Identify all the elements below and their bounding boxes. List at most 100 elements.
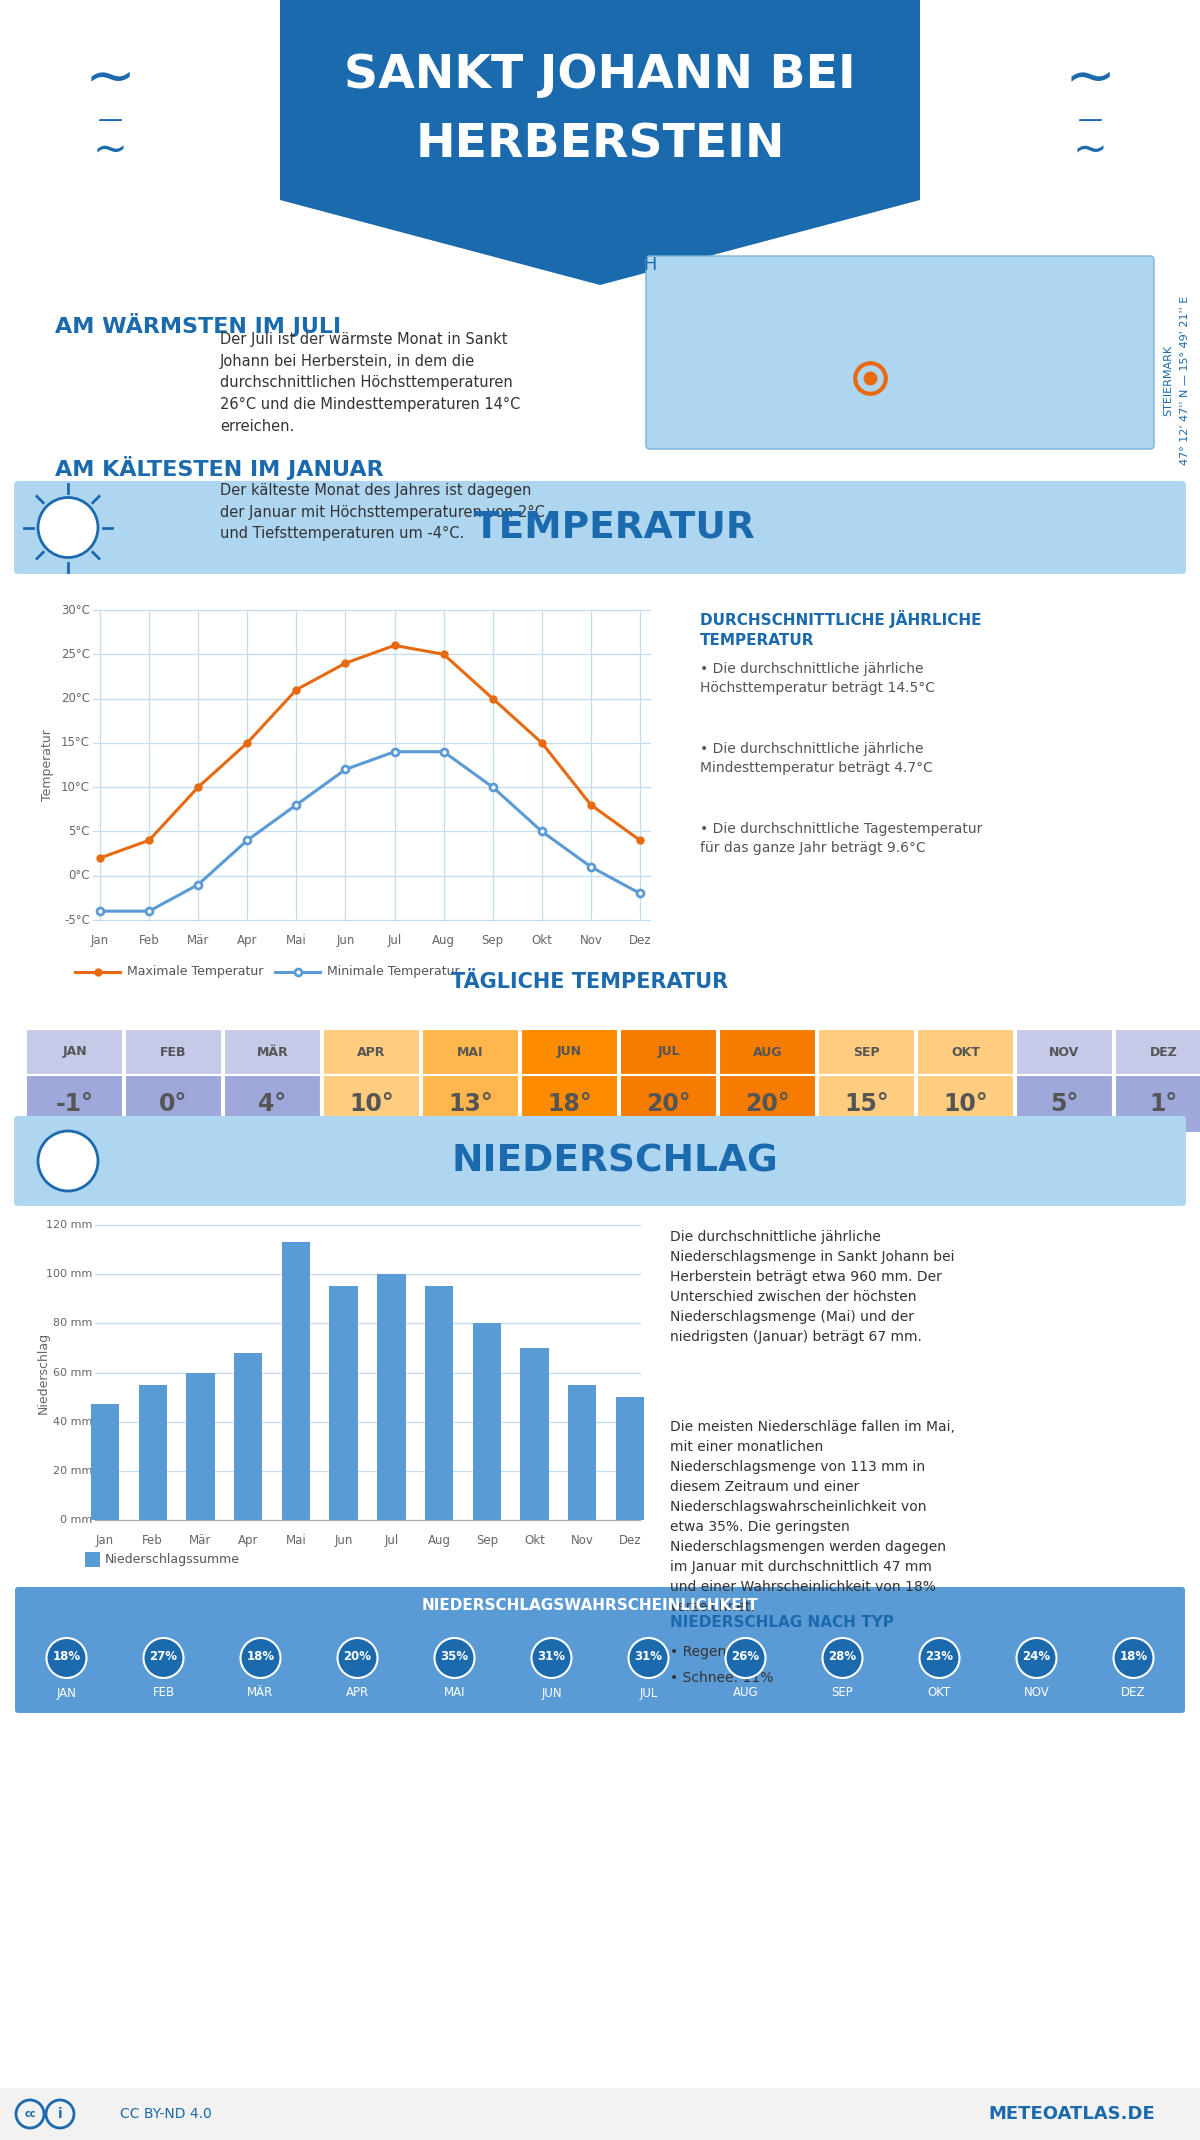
Text: 0 mm: 0 mm (60, 1515, 92, 1526)
Text: 18%: 18% (246, 1650, 275, 1663)
Text: 47° 12' 47'' N — 15° 49' 21'' E: 47° 12' 47'' N — 15° 49' 21'' E (1180, 295, 1190, 464)
Text: 5°C: 5°C (68, 824, 90, 839)
Bar (1016, 1029, 1114, 1074)
Text: DURCHSCHNITTLICHE JÄHRLICHE
TEMPERATUR: DURCHSCHNITTLICHE JÄHRLICHE TEMPERATUR (700, 610, 982, 648)
Bar (425, 1286, 454, 1519)
Text: 4°: 4° (258, 1091, 287, 1115)
Text: CC BY-ND 4.0: CC BY-ND 4.0 (120, 2108, 211, 2121)
Bar (91, 1404, 119, 1519)
Bar (521, 1348, 548, 1519)
Text: 20°: 20° (646, 1091, 691, 1115)
Text: SEP: SEP (832, 1686, 853, 1699)
Text: 1°: 1° (1150, 1091, 1177, 1115)
Circle shape (38, 1132, 98, 1192)
Text: DEZ: DEZ (1150, 1046, 1177, 1059)
Text: 20 mm: 20 mm (53, 1466, 92, 1477)
Bar (224, 1029, 322, 1074)
Bar (323, 1029, 420, 1074)
FancyBboxPatch shape (14, 482, 1186, 574)
Bar (138, 1385, 167, 1519)
Circle shape (47, 1637, 86, 1678)
Text: 0°: 0° (160, 1091, 187, 1115)
Bar (917, 1074, 1014, 1132)
Text: Der Juli ist der wärmste Monat in Sankt
Johann bei Herberstein, in dem die
durch: Der Juli ist der wärmste Monat in Sankt … (220, 332, 521, 434)
Bar (1115, 1029, 1200, 1074)
Text: AM WÄRMSTEN IM JULI: AM WÄRMSTEN IM JULI (55, 312, 341, 336)
Text: Temperatur: Temperatur (41, 730, 54, 800)
Text: 10°: 10° (943, 1091, 988, 1115)
Bar (620, 1029, 718, 1074)
Text: Minimale Temperatur: Minimale Temperatur (326, 965, 460, 978)
Circle shape (532, 1637, 571, 1678)
Text: ~: ~ (1073, 128, 1108, 171)
Bar (26, 1029, 124, 1074)
Text: Jun: Jun (335, 1534, 353, 1547)
Circle shape (822, 1637, 863, 1678)
Text: 28%: 28% (828, 1650, 857, 1663)
Text: 31%: 31% (538, 1650, 565, 1663)
Text: Nov: Nov (580, 933, 602, 948)
Text: Aug: Aug (427, 1534, 450, 1547)
Text: Sep: Sep (481, 933, 504, 948)
Bar (917, 1029, 1014, 1074)
Text: • Die durchschnittliche jährliche
Mindesttemperatur beträgt 4.7°C: • Die durchschnittliche jährliche Mindes… (700, 743, 932, 775)
Text: 40 mm: 40 mm (53, 1417, 92, 1427)
Text: 31%: 31% (635, 1650, 662, 1663)
Text: JUL: JUL (640, 1686, 658, 1699)
Text: Niederschlagssumme: Niederschlagssumme (106, 1554, 240, 1566)
Text: MÄR: MÄR (257, 1046, 288, 1059)
Text: Okt: Okt (532, 933, 552, 948)
Text: AM KÄLTESTEN IM JANUAR: AM KÄLTESTEN IM JANUAR (55, 456, 384, 479)
Text: 0°C: 0°C (68, 869, 90, 882)
Bar (568, 1385, 596, 1519)
Text: cc: cc (24, 2110, 36, 2119)
Text: 23%: 23% (925, 1650, 954, 1663)
Text: AUG: AUG (733, 1686, 758, 1699)
Bar (125, 1074, 222, 1132)
Bar (1016, 1074, 1114, 1132)
Bar (282, 1241, 310, 1519)
Bar (330, 1286, 358, 1519)
Text: JAN: JAN (62, 1046, 86, 1059)
Bar (422, 1029, 520, 1074)
Circle shape (434, 1637, 474, 1678)
Bar (620, 1074, 718, 1132)
Text: • Die durchschnittliche Tagestemperatur
für das ganze Jahr beträgt 9.6°C: • Die durchschnittliche Tagestemperatur … (700, 822, 983, 856)
Text: MAI: MAI (457, 1046, 484, 1059)
Text: HERBERSTEIN: HERBERSTEIN (415, 122, 785, 167)
Text: AUG: AUG (752, 1046, 782, 1059)
Text: 20°C: 20°C (61, 691, 90, 704)
Text: Jun: Jun (336, 933, 355, 948)
Text: MAI: MAI (444, 1686, 466, 1699)
Text: ~: ~ (84, 51, 136, 109)
Text: OKT: OKT (952, 1046, 980, 1059)
Text: NIEDERSCHLAG: NIEDERSCHLAG (451, 1143, 779, 1179)
Bar (0, 2089, 1200, 2140)
Text: Mär: Mär (187, 933, 209, 948)
Text: Aug: Aug (432, 933, 455, 948)
Text: Apr: Apr (238, 1534, 258, 1547)
Text: Niederschlag: Niederschlag (36, 1331, 49, 1415)
Text: JUN: JUN (557, 1046, 582, 1059)
Circle shape (144, 1637, 184, 1678)
Bar (85, 1552, 100, 1566)
Text: 24%: 24% (1022, 1650, 1050, 1663)
Text: Mär: Mär (190, 1534, 211, 1547)
Text: • Die durchschnittliche jährliche
Höchsttemperatur beträgt 14.5°C: • Die durchschnittliche jährliche Höchst… (700, 661, 935, 696)
Text: 13°: 13° (448, 1091, 493, 1115)
Text: Mai: Mai (286, 933, 307, 948)
Text: APR: APR (346, 1686, 370, 1699)
Bar (377, 1273, 406, 1519)
Text: MÄR: MÄR (247, 1686, 274, 1699)
Text: Okt: Okt (524, 1534, 545, 1547)
Text: 5°: 5° (1050, 1091, 1079, 1115)
Text: FEB: FEB (152, 1686, 174, 1699)
Text: Der kälteste Monat des Jahres ist dagegen
der Januar mit Höchsttemperaturen von : Der kälteste Monat des Jahres ist dagege… (220, 484, 545, 541)
Text: 15°: 15° (844, 1091, 889, 1115)
Text: Jul: Jul (384, 1534, 398, 1547)
Polygon shape (280, 0, 920, 285)
Text: 15°C: 15°C (61, 736, 90, 749)
Text: —: — (1078, 107, 1103, 133)
Text: ÖSTERREICH: ÖSTERREICH (542, 257, 658, 274)
Text: Die durchschnittliche jährliche
Niederschlagsmenge in Sankt Johann bei
Herberste: Die durchschnittliche jährliche Niedersc… (670, 1230, 954, 1344)
